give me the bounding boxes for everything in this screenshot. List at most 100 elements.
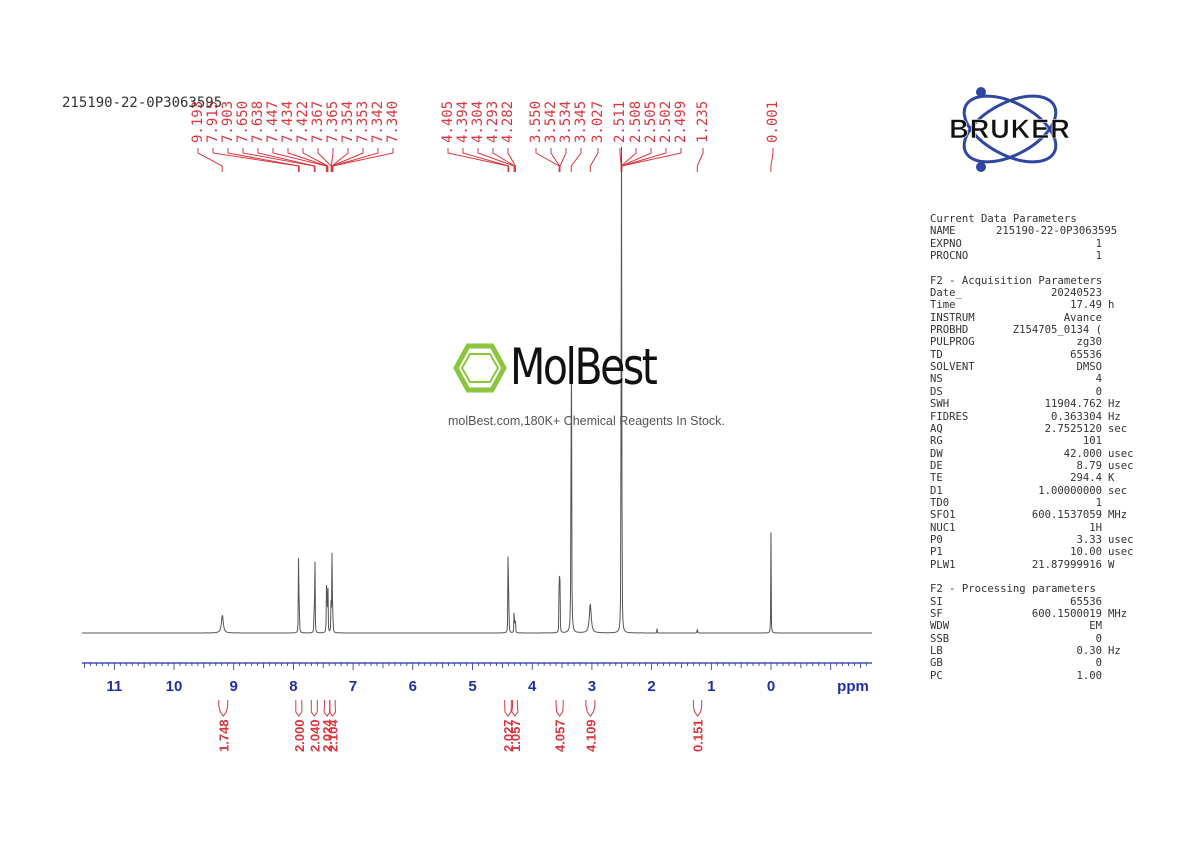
current-params-title: Current Data Parameters [930, 213, 1077, 225]
x-tick-label: 9 [230, 678, 238, 695]
peak-label-group: 4.405 [440, 101, 509, 172]
peak-label: 7.354 [340, 101, 356, 143]
peak-label-connector [462, 148, 510, 172]
peak-label-group: 3.534 [558, 101, 574, 172]
peak-label-connector [589, 148, 599, 172]
peak-label-group: 7.422 [295, 101, 329, 172]
peak-label: 3.534 [558, 101, 574, 143]
peak-label-group: 3.345 [570, 101, 589, 172]
param-row: GB 0 [930, 657, 1142, 669]
param-unit [1102, 373, 1108, 385]
param-row: NS 4 [930, 373, 1142, 385]
param-key: Time [930, 299, 956, 312]
param-value: 2.7525120 [1044, 422, 1102, 435]
integral-value: 4.109 [583, 719, 598, 752]
param-value: 101 [1082, 435, 1102, 448]
peak-label: 2.499 [673, 101, 689, 143]
spectrum-trace [82, 146, 872, 634]
param-key: DS [930, 385, 943, 398]
param-value: 1.00 [1076, 669, 1102, 682]
x-tick-label: 0 [767, 678, 775, 695]
sample-name: 215190-22-0P3063595 [62, 95, 223, 111]
peak-label-connector [257, 148, 316, 172]
param-key: D1 [930, 484, 943, 497]
param-row: P0 3.33 usec [930, 534, 1142, 546]
param-key: SOLVENT [930, 361, 975, 374]
param-row: NUC1 1H [930, 522, 1142, 534]
integral: 2.027 [501, 700, 516, 752]
ppm-axis: 11 10 9 8 7 6 5 4 3 2 1 0 ppm [82, 662, 872, 695]
param-unit [1102, 497, 1108, 509]
peak-label-connector [317, 148, 332, 172]
param-key: TD0 [930, 496, 950, 509]
peak-label: 4.282 [500, 101, 516, 143]
param-key: WDW [930, 620, 950, 633]
peak-label-group: 7.638 [250, 101, 316, 172]
integral-value: 1.748 [216, 719, 231, 752]
peak-label-connector [770, 148, 774, 172]
param-value: Z154705_0134 ( [1012, 324, 1102, 337]
param-value: 0 [1095, 632, 1102, 645]
peak-label-group: 3.027 [589, 101, 606, 172]
param-unit [1102, 336, 1108, 348]
bruker-logo: BRUKER [949, 87, 1071, 172]
param-unit: h [1108, 299, 1115, 312]
param-row: PROCNO 1 [930, 250, 1142, 262]
param-key: TE [930, 472, 943, 485]
peak-label: 2.511 [612, 101, 628, 143]
param-row: AQ 2.7525120 sec [930, 423, 1142, 435]
param-unit [1102, 349, 1108, 361]
param-value: Avance [1063, 311, 1102, 324]
acquisition-params-rows: Date_ 20240523 Time 17.49 h INSTRUM Avance PROB… [930, 287, 1142, 571]
bruker-wordmark: BRUKER [949, 114, 1071, 144]
peak-label-connector [492, 148, 516, 172]
peak-labels: 9.193 7.915 7.903 7.650 7.638 7.447 7.434 7.422… [190, 101, 781, 172]
param-row: NAME 215190-22-0P3063595 [930, 225, 1142, 237]
peak-label: 2.508 [628, 101, 644, 143]
integral-bracket [310, 700, 318, 717]
peak-label-connector [287, 148, 328, 172]
param-key: P1 [930, 546, 943, 559]
peak-label: 1.235 [695, 101, 711, 143]
peak-label: 7.915 [205, 101, 221, 143]
peak-label: 7.342 [370, 101, 386, 143]
processing-params-title: F2 - Processing parameters [930, 583, 1096, 596]
integral-value: 2.027 [501, 719, 516, 752]
integral-bracket [585, 700, 596, 717]
x-tick-label: 3 [588, 678, 596, 695]
param-value: 11904.762 [1044, 398, 1102, 411]
peak-label: 4.293 [485, 101, 501, 143]
peak-label: 7.365 [325, 101, 341, 143]
param-unit: MHz [1108, 608, 1128, 620]
integral-value: 0.151 [691, 719, 706, 752]
param-key: NUC1 [930, 521, 956, 534]
molbest-tagline: molBest.com,180K+ Chemical Reagents In S… [448, 414, 725, 428]
peak-label: 3.345 [573, 101, 589, 143]
param-row: PULPROG zg30 [930, 336, 1142, 348]
peak-label: 7.434 [280, 101, 296, 143]
param-row: LB 0.30 Hz [930, 645, 1142, 657]
peak-label: 7.638 [250, 101, 266, 143]
param-value: 294.4 [1070, 472, 1102, 485]
integral: 0.151 [691, 700, 706, 752]
param-key: RG [930, 435, 943, 448]
param-value: 20240523 [1050, 287, 1102, 300]
integral-value: 4.057 [553, 719, 568, 752]
param-unit [1102, 361, 1108, 373]
param-unit [1102, 386, 1108, 398]
integral-value: 2.024 [320, 719, 335, 752]
param-value: 0.30 [1076, 645, 1102, 658]
integral-bracket [692, 700, 703, 717]
acquisition-parameters-panel: Current Data Parameters NAME 215190-22-0P… [930, 213, 1142, 682]
peak-label-group: 7.434 [280, 101, 328, 172]
integral-bracket [504, 700, 512, 717]
param-unit: Hz [1108, 410, 1121, 423]
peak-label: 7.447 [265, 101, 281, 143]
param-key: NS [930, 373, 943, 386]
param-value: 600.1500019 [1031, 608, 1102, 620]
param-row: TD0 1 [930, 497, 1142, 509]
param-unit: sec [1108, 422, 1128, 435]
x-tick-label: 10 [166, 678, 183, 695]
param-key: PULPROG [930, 336, 975, 349]
param-unit [1102, 250, 1108, 262]
